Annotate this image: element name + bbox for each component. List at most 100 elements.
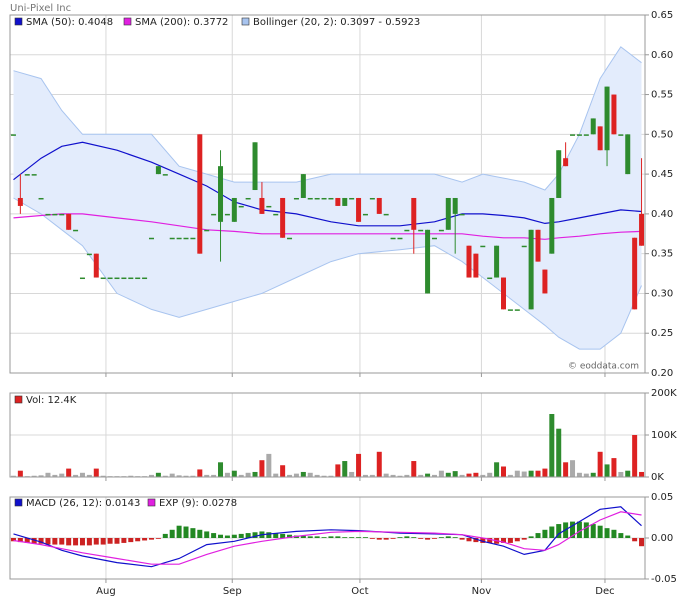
volume-bar bbox=[197, 469, 203, 477]
histogram-bar bbox=[45, 538, 51, 545]
volume-bar bbox=[583, 473, 589, 477]
volume-bar bbox=[10, 475, 16, 477]
x-tick-label: Sep bbox=[223, 586, 242, 597]
histogram-bar bbox=[287, 534, 293, 538]
candle-body bbox=[632, 237, 638, 310]
candle-body bbox=[590, 118, 596, 135]
volume-bar bbox=[66, 468, 72, 477]
volume-bar bbox=[86, 474, 92, 477]
histogram-bar bbox=[342, 537, 348, 538]
histogram-bar bbox=[528, 536, 534, 538]
candle-body bbox=[280, 197, 286, 238]
volume-bar bbox=[604, 464, 610, 477]
volume-bar bbox=[487, 472, 493, 477]
candle-body bbox=[93, 253, 99, 278]
histogram-bar bbox=[335, 536, 341, 538]
candle-body bbox=[597, 126, 603, 151]
volume-bar bbox=[549, 414, 555, 477]
y-tick-label: 0.55 bbox=[651, 90, 673, 101]
candle-body bbox=[128, 277, 134, 280]
y-tick-label: 0.60 bbox=[651, 50, 673, 61]
histogram-bar bbox=[121, 538, 127, 543]
candle-body bbox=[494, 245, 500, 278]
histogram-bar bbox=[445, 536, 451, 538]
histogram-bar bbox=[480, 538, 486, 543]
candle-body bbox=[576, 134, 582, 136]
volume-bar bbox=[231, 470, 237, 477]
volume-bar bbox=[59, 473, 65, 477]
volume-bar bbox=[507, 474, 513, 477]
y-tick-label: 0K bbox=[651, 472, 664, 483]
volume-bar bbox=[473, 472, 479, 477]
candle-body bbox=[501, 277, 507, 310]
volume-bar bbox=[369, 474, 375, 477]
histogram-bar bbox=[404, 536, 410, 538]
histogram-bar bbox=[431, 538, 437, 539]
volume-bar bbox=[590, 472, 596, 477]
histogram-bar bbox=[238, 533, 244, 538]
volume-bar bbox=[570, 460, 576, 477]
histogram-bar bbox=[162, 533, 168, 538]
x-tick-label: Dec bbox=[595, 586, 614, 597]
histogram-bar bbox=[231, 534, 237, 538]
chart-title: Uni-Pixel Inc bbox=[10, 3, 71, 14]
volume-bar bbox=[535, 470, 541, 477]
candle-body bbox=[45, 213, 51, 216]
volume-bar bbox=[480, 474, 486, 477]
histogram-bar bbox=[466, 538, 472, 542]
histogram-bar bbox=[52, 538, 58, 545]
volume-bar bbox=[252, 471, 258, 477]
sma-line bbox=[13, 141, 642, 227]
candle-body bbox=[618, 134, 624, 136]
candle-body bbox=[10, 134, 16, 136]
histogram-bar bbox=[190, 528, 196, 538]
histogram-bar bbox=[86, 538, 92, 546]
volume-bar bbox=[632, 435, 638, 477]
volume-bar bbox=[245, 472, 251, 477]
x-tick-label: Aug bbox=[96, 586, 116, 597]
legend-swatch bbox=[147, 498, 156, 507]
y-tick-label: 0.20 bbox=[651, 368, 673, 379]
histogram-bar bbox=[128, 538, 134, 543]
candle-body bbox=[452, 197, 458, 214]
candle-body bbox=[100, 277, 106, 280]
volume-bar bbox=[169, 473, 175, 477]
histogram-bar bbox=[300, 535, 306, 538]
legend-swatch bbox=[14, 498, 23, 507]
candle-body bbox=[135, 277, 141, 280]
volume-bar bbox=[31, 475, 37, 477]
volume-bar bbox=[494, 462, 500, 477]
volume-bar bbox=[73, 474, 79, 477]
y-tick-label: 0.00 bbox=[651, 533, 673, 544]
candle-body bbox=[542, 269, 548, 294]
volume-bar bbox=[100, 475, 106, 477]
legend-label: SMA (50): 0.4048 bbox=[26, 17, 113, 28]
histogram-bar bbox=[314, 536, 320, 538]
volume-bar bbox=[183, 475, 189, 477]
histogram-bar bbox=[487, 538, 493, 543]
candle-body bbox=[397, 237, 403, 240]
histogram-bar bbox=[245, 533, 251, 538]
candle-body bbox=[121, 277, 127, 280]
candle-body bbox=[31, 174, 37, 176]
volume-bar bbox=[211, 474, 217, 477]
legend-label: Bollinger (20, 2): 0.3097 - 0.5923 bbox=[253, 17, 420, 28]
candle-body bbox=[169, 237, 175, 240]
candle-body bbox=[183, 237, 189, 240]
candle-body bbox=[73, 229, 79, 232]
x-tick-label: Nov bbox=[472, 586, 492, 597]
candle-body bbox=[507, 309, 513, 311]
histogram-bar bbox=[59, 538, 65, 545]
candle-body bbox=[563, 158, 569, 167]
candle-body bbox=[625, 134, 631, 175]
histogram-bar bbox=[632, 538, 638, 542]
volume-bar bbox=[356, 453, 362, 477]
candle-body bbox=[321, 197, 327, 200]
histogram-bar bbox=[38, 538, 44, 544]
candle-body bbox=[438, 229, 444, 232]
candle-body bbox=[390, 237, 396, 240]
histogram-bar bbox=[79, 538, 85, 546]
candle-body bbox=[66, 213, 72, 230]
histogram-bar bbox=[542, 529, 548, 538]
